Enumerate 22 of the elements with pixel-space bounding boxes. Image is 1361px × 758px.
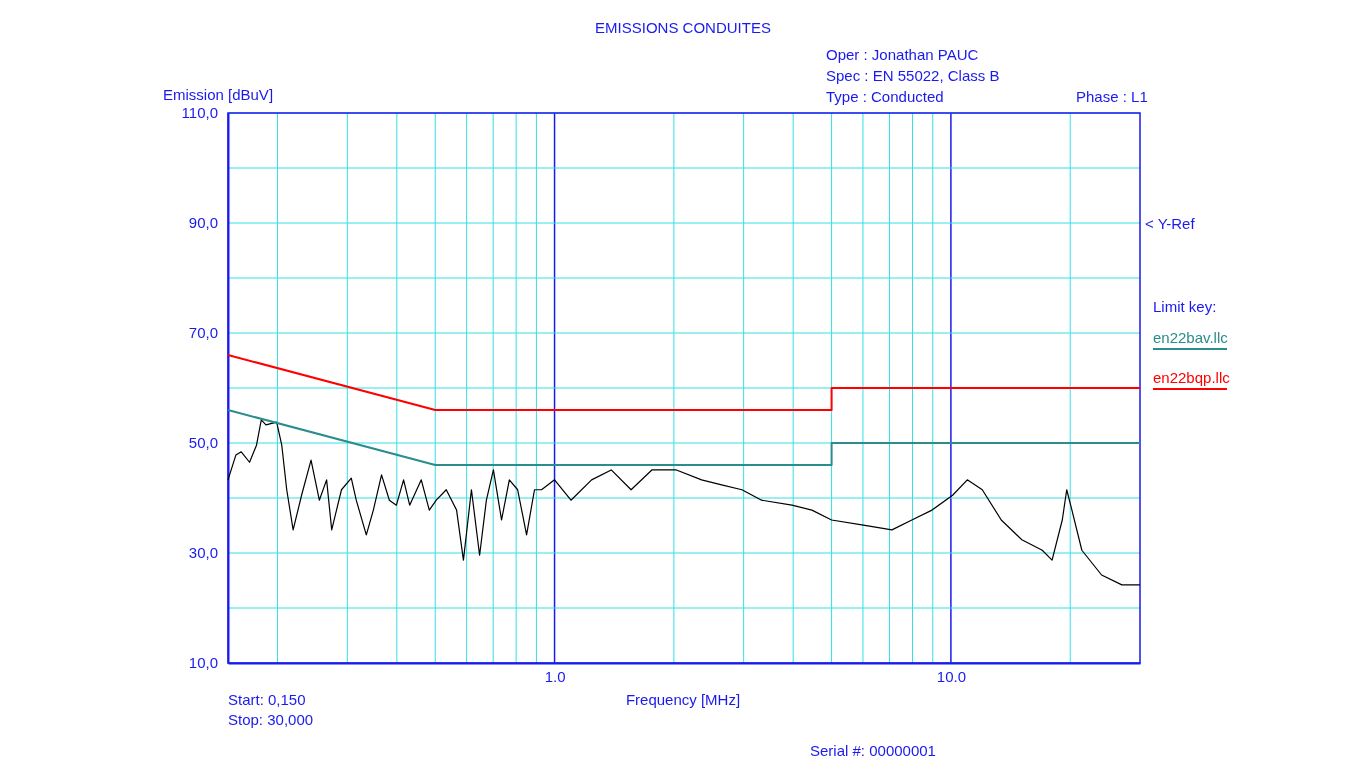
text: Oper : Jonathan PAUC [826,46,979,63]
text: Serial #: 00000001 [810,742,936,758]
text: en22bav.llc [1153,329,1229,346]
x-tick-label: 10.0 [936,667,966,685]
text: Spec : EN 55022, Class B [826,67,1000,84]
chart-title: EMISSIONS CONDUITES [595,19,771,36]
y-tick-label: 10,0 [188,654,218,672]
y-tick-label: 90,0 [188,214,218,232]
x-axis-title: Frequency [MHz] [625,691,741,708]
series-label: en22bqp.llc [1153,369,1231,386]
y-tick-label: 70,0 [188,324,218,342]
text: Phase : L1 [1076,88,1148,105]
y-tick-label: 30,0 [188,544,218,562]
x-tick-label: 1.0 [544,667,566,685]
text: Type : Conducted [826,88,944,105]
y-axis-title: Emission [dBuV] [163,86,274,103]
y-tick-label: 50,0 [188,434,218,452]
y-tick-label: 110,0 [181,104,218,122]
legend-title: Limit key: [1153,298,1217,315]
text: Start: 0,150 [228,691,306,708]
text: Stop: 30,000 [228,711,314,728]
text: < Y-Ref [1145,215,1196,232]
